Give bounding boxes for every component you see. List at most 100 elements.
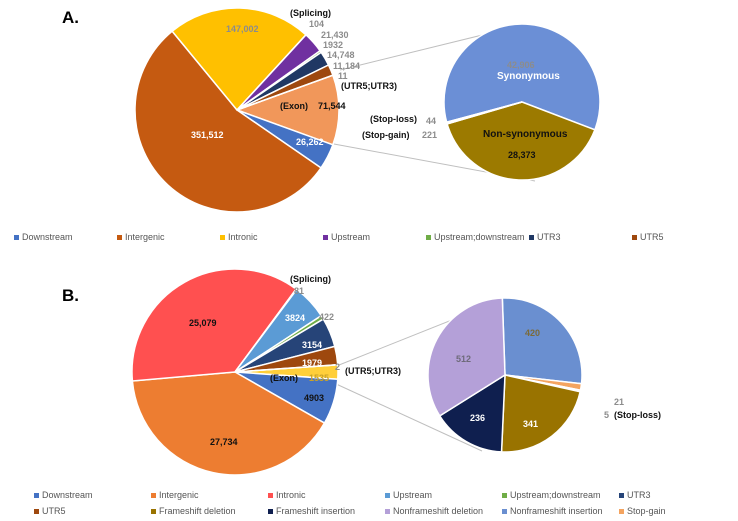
- legend-item-utr5: UTR5: [34, 506, 151, 516]
- label-intronic-b: 25,079: [189, 318, 217, 328]
- legend-label: Intronic: [276, 490, 306, 500]
- legend-swatch: [220, 234, 225, 240]
- label-upstream-a: 21,430: [321, 30, 349, 40]
- label-splicing-b: 81: [294, 286, 305, 296]
- b-secondary-slice-frameshift-insertion: [438, 373, 506, 453]
- legend-swatch: [385, 508, 390, 514]
- label-stop-gain-b: 21: [614, 397, 625, 407]
- legend-swatch: [619, 508, 624, 514]
- label-exon-b: 1535: [309, 373, 330, 383]
- b-secondary-slice-frameshift-deletion: [500, 374, 582, 453]
- b-main-slice-intergenic: [131, 371, 326, 476]
- label-upstream-b: 3824: [285, 313, 306, 323]
- legend-swatch: [14, 234, 19, 240]
- legend-item-intergenic: Intergenic: [117, 232, 220, 242]
- tag-stop-loss-a: (Stop-loss): [370, 114, 417, 124]
- a-main-slice-intergenic: [134, 30, 323, 213]
- name-synonymous: Synonymous: [497, 71, 560, 82]
- label-utr5-a: 11,184: [333, 61, 361, 71]
- b-main-slice-intronic: [131, 268, 298, 382]
- label-nonframeshift-deletion: 512: [456, 354, 472, 364]
- label-downstream-b: 4903: [304, 393, 325, 403]
- legend-label: UTR5: [42, 506, 66, 516]
- legend-swatch: [151, 492, 156, 498]
- label-stop-loss-b: 5: [604, 410, 610, 420]
- label-utr3-b: 3154: [302, 340, 323, 350]
- name-non-synonymous: Non-synonymous: [483, 129, 568, 140]
- label-exon-a: 71,544: [318, 101, 346, 111]
- tag-utr5utr3-b: (UTR5;UTR3): [345, 366, 401, 376]
- label-utr5utr3-b: 2: [335, 362, 341, 372]
- label-splicing-a: 104: [309, 19, 325, 29]
- label-stop-loss-a: 44: [426, 116, 437, 126]
- legend-item-nonframeshift-insertion: Nonframeshift insertion: [502, 506, 619, 516]
- label-updown-b: 422: [319, 312, 335, 322]
- legend-label: Frameshift deletion: [159, 506, 236, 516]
- legend-swatch: [268, 492, 273, 498]
- legend-item-upstream: Upstream: [323, 232, 426, 242]
- label-intergenic-b: 27,734: [210, 437, 238, 447]
- legend-swatch: [34, 508, 39, 514]
- legend-item-intronic: Intronic: [268, 490, 385, 500]
- legend-item-downstream: Downstream: [14, 232, 117, 242]
- legend-label: Intronic: [228, 232, 258, 242]
- label-nonframeshift-insertion: 420: [525, 328, 541, 338]
- label-stop-gain-a: 221: [422, 130, 438, 140]
- a-secondary-slice-synonymous: [443, 23, 601, 131]
- legend-item-utr5: UTR5: [632, 232, 735, 242]
- legend-b-row1: Downstream Intergenic Intronic Upstream Upst…: [34, 490, 736, 500]
- label-utr3-a: 14,748: [327, 50, 355, 60]
- legend-label: Nonframeshift insertion: [510, 506, 603, 516]
- legend-label: UTR3: [537, 232, 561, 242]
- legend-item-upstream-downstream: Upstream;downstream: [502, 490, 619, 500]
- a-secondary-slice-stop-loss: [445, 101, 523, 124]
- legend-label: Intergenic: [159, 490, 199, 500]
- panel-label-a: A.: [62, 8, 79, 27]
- legend-item-upstream-downstream: Upstream;downstream: [426, 232, 529, 242]
- b-main-slice-utr5-utr3: [234, 363, 339, 373]
- legend-swatch: [268, 508, 273, 514]
- legend-swatch: [502, 492, 507, 498]
- tag-splicing-b: (Splicing): [290, 274, 331, 284]
- a-main-slice-exon: [234, 74, 340, 146]
- legend-label: Upstream: [393, 490, 433, 500]
- a-main-slice-utr5-utr3: [236, 74, 334, 111]
- legend-item-intergenic: Intergenic: [151, 490, 268, 500]
- legend-swatch: [151, 508, 156, 514]
- legend-item-nonframeshift-deletion: Nonframeshift deletion: [385, 506, 502, 516]
- a-secondary-slice-non-synonymous: [446, 101, 596, 181]
- legend-item-frameshift-insertion: Frameshift insertion: [268, 506, 385, 516]
- label-synonymous: 42,906: [507, 60, 535, 70]
- tag-splicing-a: (Splicing): [290, 8, 331, 18]
- legend-label: Downstream: [42, 490, 93, 500]
- tag-exon-b: (Exon): [270, 373, 298, 383]
- label-non-synonymous: 28,373: [508, 150, 536, 160]
- legend-item-stop-gain: Stop-gain: [619, 506, 736, 516]
- legend-label: Upstream;downstream: [510, 490, 601, 500]
- legend-label: Upstream: [331, 232, 371, 242]
- tag-exon-a: (Exon): [280, 101, 308, 111]
- legend-label: Intergenic: [125, 232, 165, 242]
- label-downstream-a: 26,262: [296, 137, 324, 147]
- legend-label: Upstream;downstream: [434, 232, 525, 242]
- legend-swatch: [117, 234, 122, 240]
- legend-label: Downstream: [22, 232, 73, 242]
- legend-item-frameshift-deletion: Frameshift deletion: [151, 506, 268, 516]
- label-intronic-a: 147,002: [226, 24, 259, 34]
- legend-item-intronic: Intronic: [220, 232, 323, 242]
- legend-label: Nonframeshift deletion: [393, 506, 484, 516]
- legend-item-utr3: UTR3: [619, 490, 736, 500]
- a-main-slice-intronic: [171, 7, 307, 112]
- legend-swatch: [426, 234, 431, 240]
- legend-label: Frameshift insertion: [276, 506, 356, 516]
- label-intergenic-a: 351,512: [191, 130, 224, 140]
- label-frameshift-insertion: 236: [470, 413, 486, 423]
- legend-swatch: [323, 234, 328, 240]
- legend-swatch: [529, 234, 534, 240]
- legend-item-upstream: Upstream: [385, 490, 502, 500]
- label-updown-a: 1932: [323, 40, 344, 50]
- legend-item-utr3: UTR3: [529, 232, 632, 242]
- legend-swatch: [619, 492, 624, 498]
